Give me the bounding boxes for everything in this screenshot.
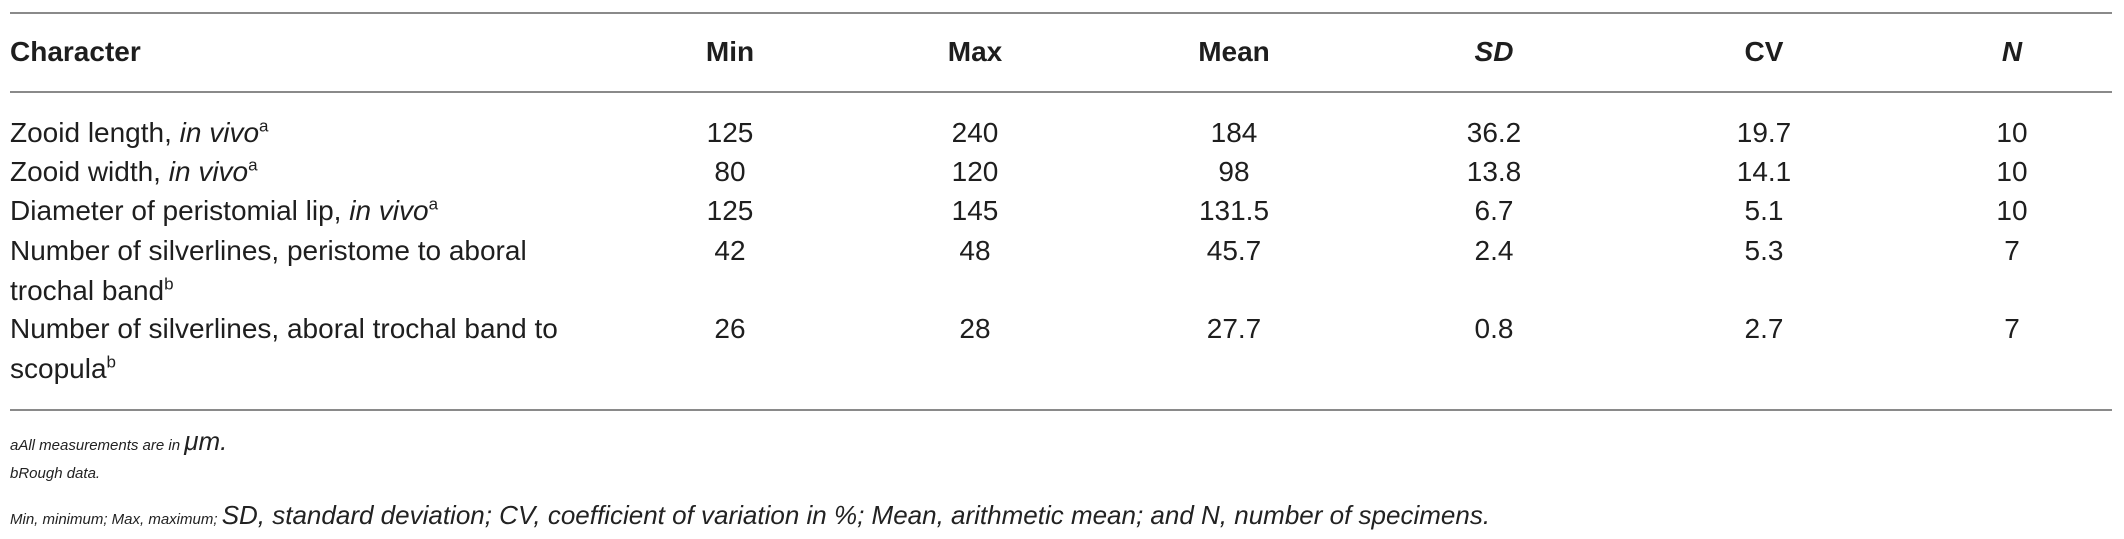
footnote-b: bRough data. [10,465,101,482]
row-2-max: 120 [951,156,999,187]
row-5-max: 28 [959,313,991,344]
row-5-n: 7 [2004,313,2020,344]
row-2-min: 80 [714,156,746,187]
row-1-character: Zooid length, in vivoa [10,116,269,148]
row-3-cv: 5.1 [1744,195,1784,226]
row-3-sd: 6.7 [1474,195,1514,226]
row-1-n: 10 [1996,117,2028,148]
row-5-character: Number of silverlines, aboral trochal ba… [10,313,558,384]
row-4-mean: 45.7 [1206,235,1262,266]
row-4-cv: 5.3 [1744,235,1784,266]
header-n: N [2001,36,2023,67]
row-5-mean: 27.7 [1206,313,1262,344]
row-3-n: 10 [1996,195,2028,226]
row-1-sd: 36.2 [1466,117,1522,148]
footnote-abbreviations: Min, minimum; Max, maximum; SD, standard… [10,500,1491,530]
row-3-character: Diameter of peristomial lip, in vivoa [10,194,439,226]
row-2-n: 10 [1996,156,2028,187]
table-top-rule [10,12,2112,14]
row-5-sd: 0.8 [1474,313,1514,344]
row-1-max: 240 [951,117,999,148]
row-3-max: 145 [951,195,999,226]
row-1-mean: 184 [1210,117,1258,148]
row-1-cv: 19.7 [1736,117,1792,148]
header-cv: CV [1744,36,1784,67]
row-2-cv: 14.1 [1736,156,1792,187]
header-min: Min [705,36,755,67]
row-2-mean: 98 [1218,156,1250,187]
row-3-mean: 131.5 [1198,195,1270,226]
header-rule [10,91,2112,93]
header-sd: SD [1474,36,1514,67]
table-bottom-rule [10,409,2112,411]
row-1-min: 125 [706,117,754,148]
footnote-a: aAll measurements are in μm. [10,426,228,456]
row-3-min: 125 [706,195,754,226]
row-4-min: 42 [714,235,746,266]
row-2-character: Zooid width, in vivoa [10,155,258,187]
header-character: Character [10,36,141,67]
header-max: Max [947,36,1003,67]
header-mean: Mean [1198,36,1270,67]
row-4-character: Number of silverlines, peristome to abor… [10,235,527,306]
row-4-sd: 2.4 [1474,235,1514,266]
row-4-n: 7 [2004,235,2020,266]
row-4-max: 48 [959,235,991,266]
row-5-min: 26 [714,313,746,344]
row-5-cv: 2.7 [1744,313,1784,344]
row-2-sd: 13.8 [1466,156,1522,187]
